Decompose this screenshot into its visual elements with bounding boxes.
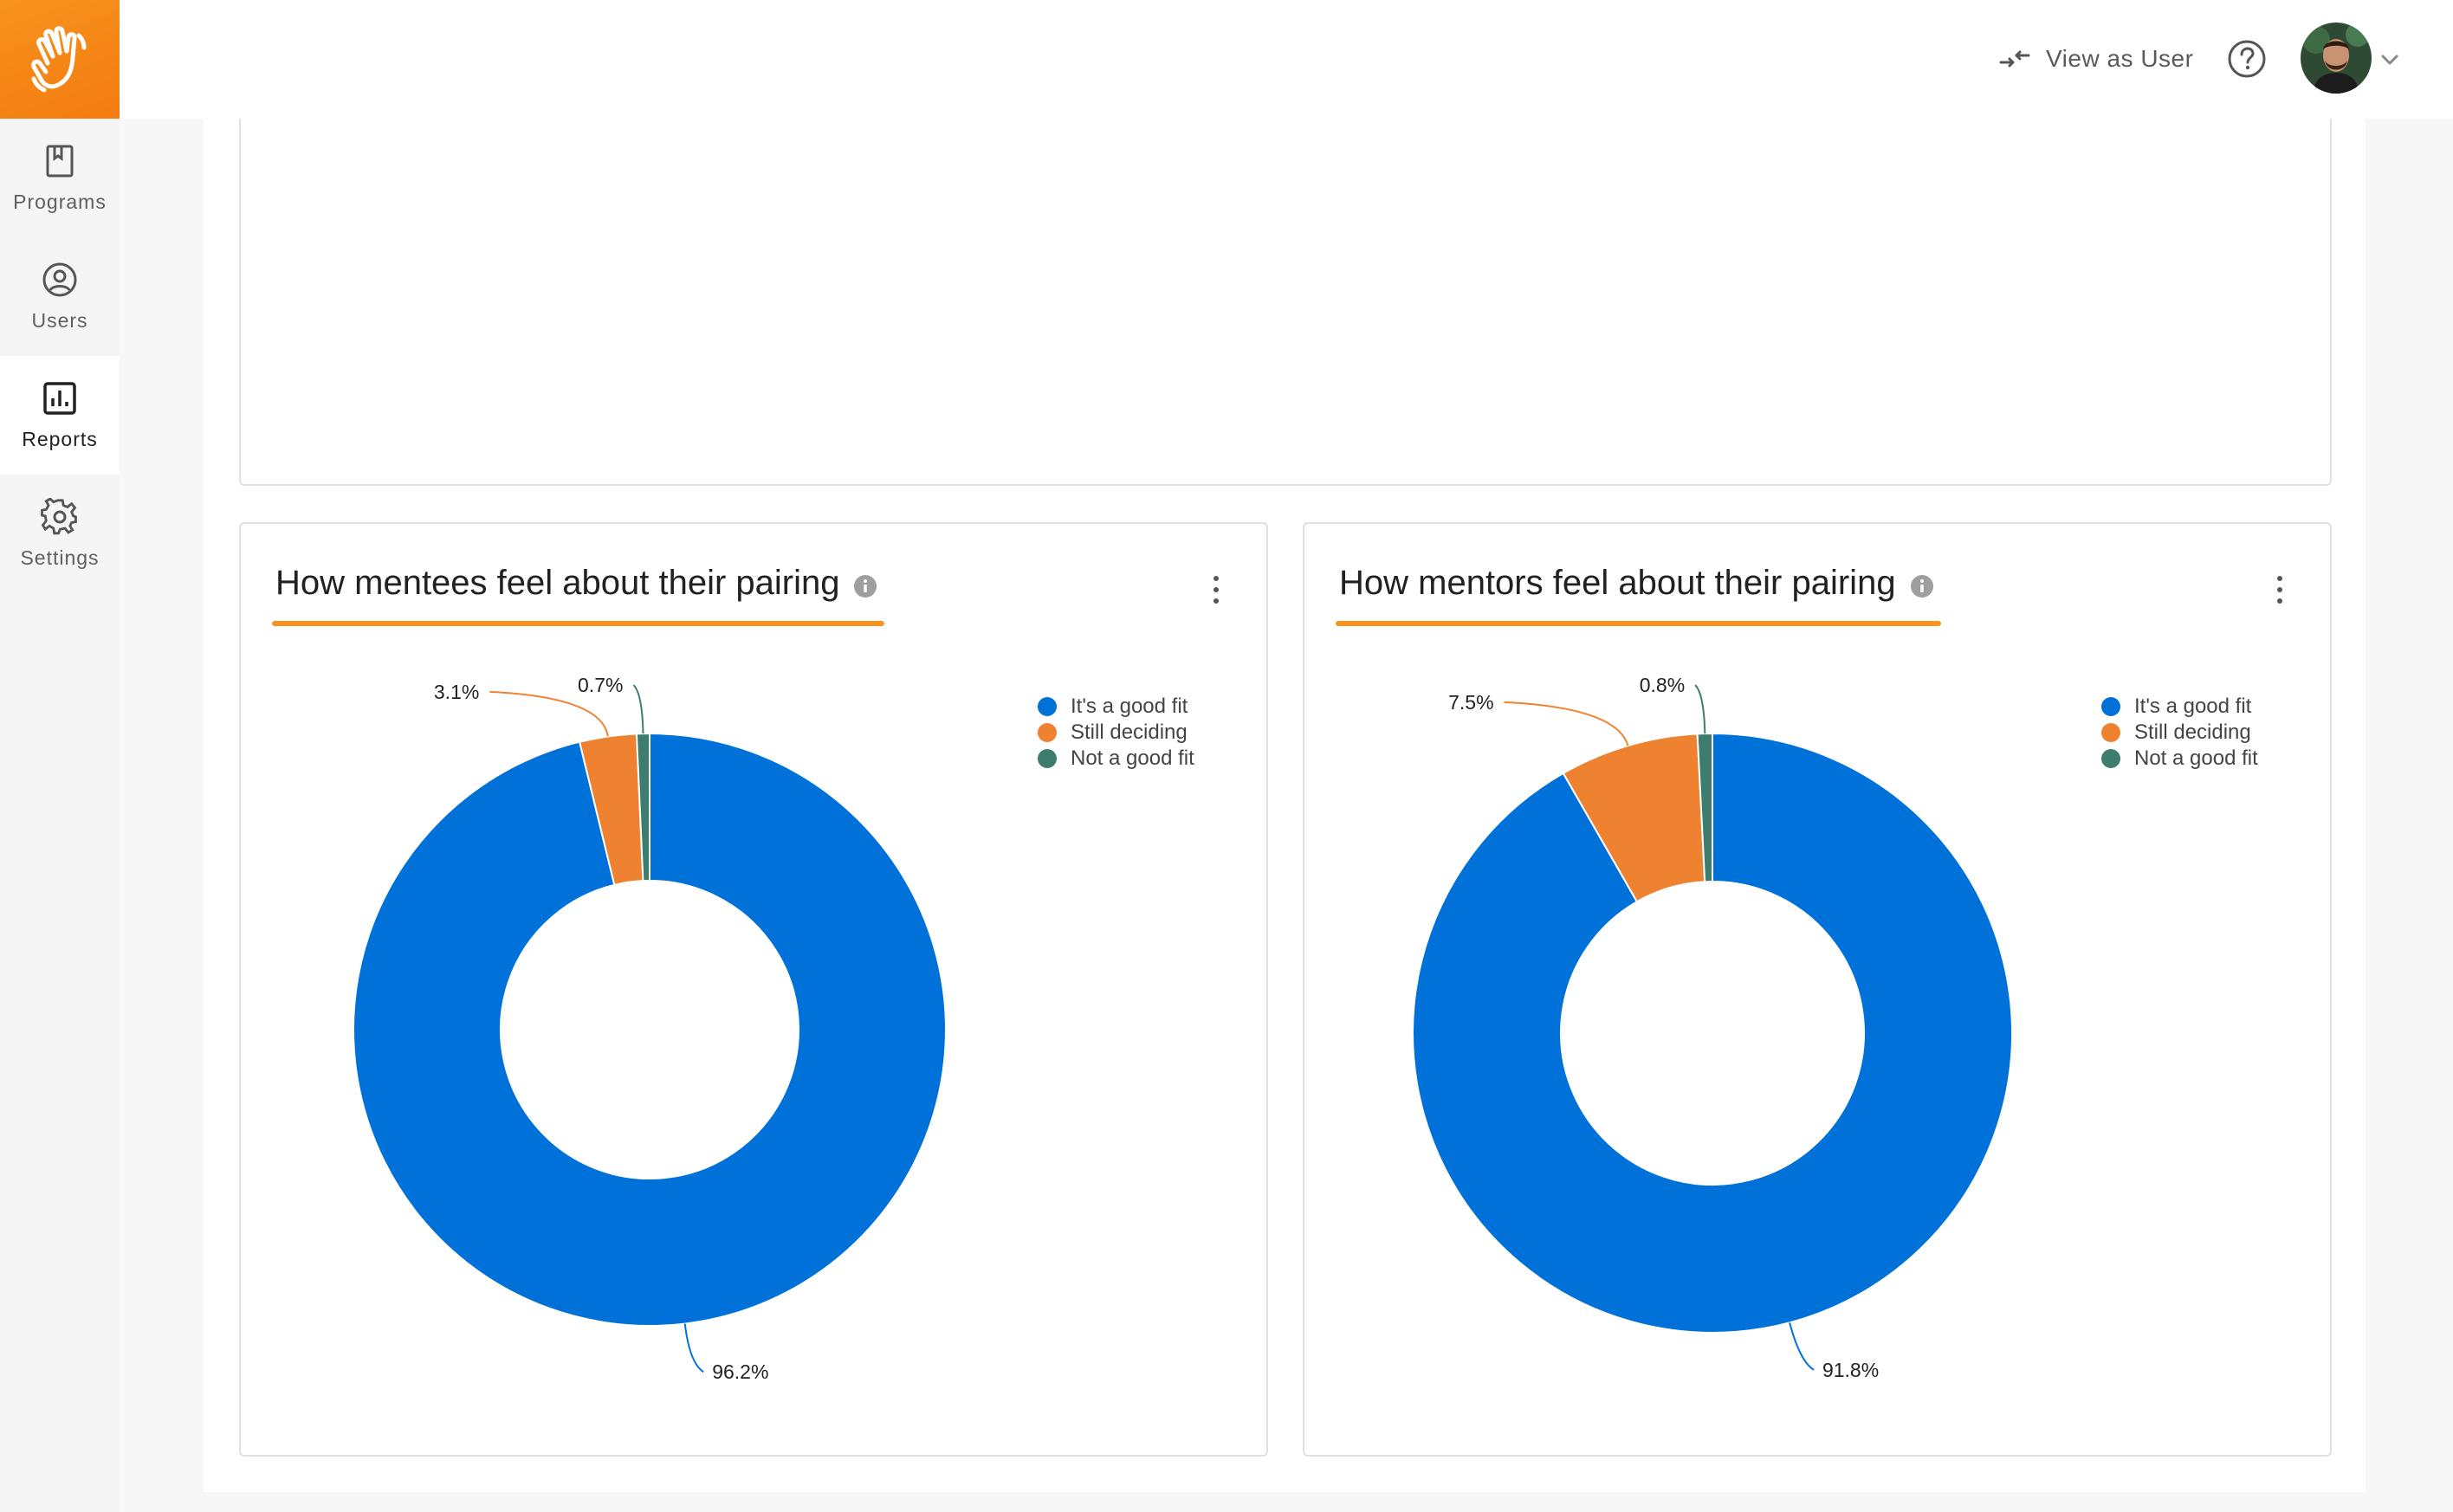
chevron-down-icon[interactable] (2377, 47, 2403, 73)
leader-line (1694, 684, 1706, 734)
gear-icon (41, 498, 79, 536)
title-underline (1336, 621, 1941, 626)
legend-dot (1038, 723, 1057, 742)
sidebar-item-reports[interactable]: Reports (0, 356, 120, 475)
info-icon[interactable] (853, 574, 877, 598)
legend-item[interactable]: It's a good fit (2101, 694, 2258, 720)
donut-slice[interactable] (1412, 732, 2013, 1334)
bar-chart-icon (41, 379, 79, 417)
view-as-user-button[interactable]: View as User (1997, 40, 2193, 78)
donut-chart: 91.8% 7.5% 0.8% (1412, 674, 2013, 1381)
legend-item[interactable]: Not a good fit (1038, 746, 1194, 772)
info-icon[interactable] (1910, 574, 1934, 598)
donut-chart: 96.2% 3.1% 0.7% (353, 674, 947, 1383)
legend-label: Still deciding (1071, 720, 1188, 744)
legend-item[interactable]: It's a good fit (1038, 694, 1194, 720)
app-logo[interactable] (0, 0, 120, 119)
donut-slice[interactable] (635, 732, 650, 882)
leader-line (489, 690, 609, 737)
legend-dot (2101, 723, 2120, 742)
title-underline (272, 621, 885, 626)
sidebar-item-users[interactable]: Users (0, 237, 120, 356)
data-label: 0.8% (1640, 674, 1685, 696)
swap-arrows-icon (1999, 50, 2030, 68)
sidebar-item-label: Programs (13, 191, 107, 213)
legend-label: Not a good fit (1071, 746, 1194, 770)
report-card-empty (239, 119, 2332, 486)
mentee-pairing-chart-card: 96.2% 3.1% 0.7% How mentees feel about the… (239, 522, 1268, 1457)
sidebar-item-settings[interactable]: Settings (0, 475, 120, 593)
legend-dot (1038, 749, 1057, 768)
more-options-icon[interactable] (1204, 572, 1228, 607)
leader-line (683, 1323, 704, 1373)
legend-dot (2101, 749, 2120, 768)
legend-label: Still deciding (2134, 720, 2251, 744)
legend-dot (2101, 697, 2120, 716)
view-as-user-label: View as User (2046, 45, 2194, 72)
more-options-icon[interactable] (2268, 572, 2292, 607)
avatar-image (2301, 23, 2372, 94)
legend-dot (1038, 697, 1057, 716)
leader-line (632, 684, 644, 734)
legend-label: It's a good fit (2134, 695, 2252, 718)
user-avatar[interactable] (2301, 23, 2372, 94)
donut-slice[interactable] (353, 732, 947, 1327)
legend-label: Not a good fit (2134, 746, 2258, 770)
help-icon[interactable] (2226, 38, 2268, 80)
data-label: 3.1% (434, 681, 479, 703)
leader-line (1504, 701, 1629, 746)
card-title: How mentors feel about their pairing (1339, 564, 1896, 602)
user-circle-icon (41, 261, 79, 299)
waving-hand-icon (31, 25, 87, 92)
leader-line (1789, 1322, 1815, 1371)
legend-item[interactable]: Not a good fit (2101, 746, 2258, 772)
chart-legend: It's a good fit Still deciding Not a goo… (2101, 694, 2258, 772)
mentor-pairing-chart-card: 91.8% 7.5% 0.8% How mentors feel about the… (1303, 522, 2332, 1457)
sidebar-item-label: Settings (20, 546, 100, 569)
sidebar-item-label: Reports (22, 428, 98, 450)
data-label: 96.2% (712, 1360, 768, 1383)
top-header (120, 0, 2453, 119)
sidebar: Programs Users Reports Settings (0, 0, 120, 1512)
chart-legend: It's a good fit Still deciding Not a goo… (1038, 694, 1194, 772)
sidebar-item-label: Users (31, 309, 88, 332)
donut-slice[interactable] (1696, 732, 1713, 883)
card-title: How mentees feel about their pairing (275, 564, 840, 602)
legend-item[interactable]: Still deciding (1038, 720, 1194, 746)
data-label: 0.7% (578, 674, 623, 696)
book-icon (41, 142, 79, 180)
data-label: 91.8% (1822, 1359, 1879, 1381)
data-label: 7.5% (1448, 691, 1493, 714)
legend-label: It's a good fit (1071, 695, 1188, 718)
legend-item[interactable]: Still deciding (2101, 720, 2258, 746)
sidebar-item-programs[interactable]: Programs (0, 119, 120, 237)
